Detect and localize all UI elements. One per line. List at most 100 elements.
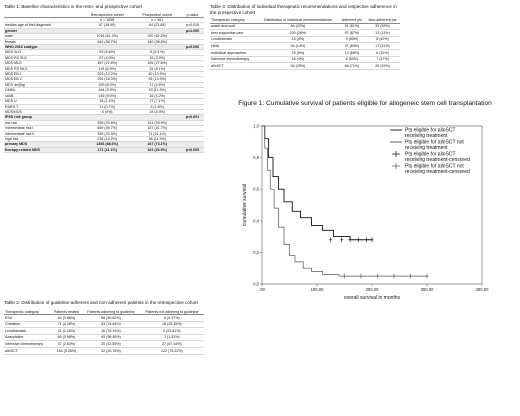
table3-cell: 15 (4%) xyxy=(257,56,339,64)
table2-cell: ESA xyxy=(4,314,51,322)
table1-block: Table 1: Baseline characteristics in the… xyxy=(4,4,204,154)
table3-cell: 19 (5%) xyxy=(257,49,339,57)
table1-cell-retro: 457 (27.6%) xyxy=(81,60,134,67)
table1-cell-pro: 220 (61.2%) xyxy=(133,33,182,40)
table3-cell: 6 (32%) xyxy=(365,49,400,57)
table2-cell: 20 (42.55%) xyxy=(82,340,140,348)
table1-cell-pro: 6 (1.6%) xyxy=(133,104,182,110)
table2-cell: 6 (9.37%) xyxy=(139,314,204,322)
table1-cell-retro: 0 (0%) xyxy=(81,109,134,116)
table3-cell: 13 (68%) xyxy=(338,49,366,57)
legend-label: Pts eligible for alloSCT not receiving tr… xyxy=(405,164,470,175)
table1-cell-pro: 64 (23-88) xyxy=(133,22,182,29)
table2-cell: 5 (23.81%) xyxy=(139,327,204,335)
table2-cell: 21 (1.26%) xyxy=(50,327,83,335)
table1-caption: Table 1: Baseline characteristics in the… xyxy=(4,4,143,9)
table1-row: intermediate risk I 659 (39.7%) 107 (31.7%… xyxy=(4,125,204,132)
table3-cell: 17 (31%) xyxy=(365,42,400,50)
legend-label: Pts eligible for alloSCT not receiving tr… xyxy=(405,140,464,151)
table1-cell-p xyxy=(181,125,204,132)
table2-cell: 65 (98.48%) xyxy=(82,334,140,342)
y-tick-label: 0,8 xyxy=(253,155,259,160)
table2-cell: 1 (1.51%) xyxy=(139,334,204,342)
table1-n-retro: n = 1658 xyxy=(81,17,134,24)
table2-row: Intensive chemotherapy 47 (2.83%) 20 (42.5… xyxy=(4,340,204,348)
table1-cell-p xyxy=(181,98,204,105)
table2-cell: 71 (4.28%) xyxy=(50,321,83,329)
table1-cell-retro: 642 (38.7%) xyxy=(81,39,134,46)
table2-cell: 122 (79.22%) xyxy=(139,347,204,355)
y-axis-label: cumulative survival xyxy=(242,184,248,226)
y-tick-label: 0,2 xyxy=(253,250,259,255)
x-tick-label: .00 xyxy=(259,287,265,292)
table1-cell-label: primary MDS xyxy=(4,141,81,148)
table2-cell: 16 (76.19%) xyxy=(82,327,140,335)
table2-cell: 32 (20.78%) xyxy=(82,347,140,355)
table2-cell: Intensive chemotherapy xyxy=(4,340,51,348)
table2-cell: 18 (25.35%) xyxy=(139,321,204,329)
table1-row: MDS EB 2 294 (16.3%) 53 (13.9%) xyxy=(4,76,204,83)
table2-header-cell: Therapeutic category xyxy=(4,309,51,315)
table3-cell: 15 (4%) xyxy=(257,36,339,44)
table2-cell: 27 (57.44%) xyxy=(139,340,204,348)
table2-row: Azacytidine 66 (3.98%) 65 (98.48%) 1 (1.51%… xyxy=(4,334,204,342)
table1-cell-retro: 1366 (88.6%) xyxy=(81,141,134,148)
table3: Therapeutic category Distribution of indi… xyxy=(210,18,400,70)
table1-cell-p xyxy=(181,93,204,100)
table1-cell-p xyxy=(181,66,204,73)
table1-cell-label: high risk xyxy=(4,136,81,143)
table1-cell-label: low risk xyxy=(4,120,81,127)
table1-cell-label: MDS RS MLD xyxy=(4,66,81,73)
table1-cell-retro: 100 (6.0%) xyxy=(81,82,134,89)
table1-cell-retro: 236 (14.2%) xyxy=(81,136,134,143)
table1-cell-p xyxy=(181,131,204,137)
km-series-line xyxy=(262,125,372,241)
table3-cell: 37 (69%) xyxy=(338,42,366,50)
table1-cell-p: p<0.005 xyxy=(181,147,204,154)
table1-col-p: p-value xyxy=(181,12,204,18)
table1-n-pro: n = 361 xyxy=(133,17,182,24)
table1-cell-retro: 67 (18-90) xyxy=(81,22,134,29)
y-tick-label: 0,0 xyxy=(253,282,259,287)
table1-cell-retro: 1016 (61.2%) xyxy=(81,33,134,40)
table1-cell-label: sAML xyxy=(4,93,81,100)
table1-cell-pro: 43 (11.3%) xyxy=(133,87,182,94)
table1-cell-p xyxy=(181,71,204,78)
table1-cell-retro: 18 (1.1%) xyxy=(81,98,134,105)
table1-cell-label: male xyxy=(4,33,81,40)
table1-cell-retro: 203 (12.2%) xyxy=(81,71,134,78)
table2-cell: 154 (9.28%) xyxy=(50,347,83,355)
table1-cell-pro: 53 (13.9%) xyxy=(133,76,182,83)
table3-cell: 66 (71%) xyxy=(338,62,366,70)
table3-cell: 100 (26%) xyxy=(257,29,339,37)
table1-cell-pro: 105 (27.6%) xyxy=(133,60,182,67)
y-tick-label: 0,4 xyxy=(253,218,259,223)
table1-row: gender p=1.000 xyxy=(4,28,204,35)
table1-cell-retro: 93 (5.6%) xyxy=(81,49,134,56)
table2-row: ESA 64 (3.86%) 56 (90.62%) 6 (9.37%) xyxy=(4,314,204,322)
table3-cell: 87 (87%) xyxy=(338,29,366,37)
table1-cell-retro xyxy=(81,28,134,35)
y-tick-label: 1,0 xyxy=(253,124,259,129)
table1-cell-label: IPSS risk group xyxy=(4,114,81,121)
table1-cell-retro: 11 (0.7%) xyxy=(81,104,134,110)
table2-cell: Azacytidine xyxy=(4,334,51,342)
km-series-line xyxy=(262,125,427,277)
table1-cell-pro: 121 (39.9%) xyxy=(133,120,182,127)
table1-row: median age at first diagnosis 67 (18-90) 6… xyxy=(4,22,204,29)
table1-cell-pro: 16 (4.2%) xyxy=(133,93,182,100)
table1-cell-pro: 101 (26.9%) xyxy=(133,147,182,154)
table3-cell: 28 (29%) xyxy=(365,62,400,70)
table1-cell-label: MDS del(5q) xyxy=(4,82,81,89)
table1-n-row: n = 1658 n = 361 xyxy=(4,17,204,24)
x-tick-label: 400,00 xyxy=(476,287,489,292)
table1-row: MDS MLD 457 (27.6%) 105 (27.6%) xyxy=(4,60,204,67)
table1-cell-retro: 115 (6.9%) xyxy=(81,66,134,73)
table1-row: MDS EB 1 203 (12.2%) 40 (10.5%) xyxy=(4,71,204,78)
table1-row: MDS del(5q) 100 (6.0%) 17 (4.5%) xyxy=(4,82,204,89)
table1-row: low risk 395 (23.8%) 121 (39.9%) xyxy=(4,120,204,127)
table3-row: alloSCT 94 (25%) 66 (71%) 28 (29%) xyxy=(210,62,400,70)
table1-row: sAML 145 (9.0%) 16 (4.2%) xyxy=(4,93,204,100)
table3-caption: Table 3: Distribution of individual ther… xyxy=(210,4,397,15)
table3-cell: 54 (14%) xyxy=(257,42,339,50)
